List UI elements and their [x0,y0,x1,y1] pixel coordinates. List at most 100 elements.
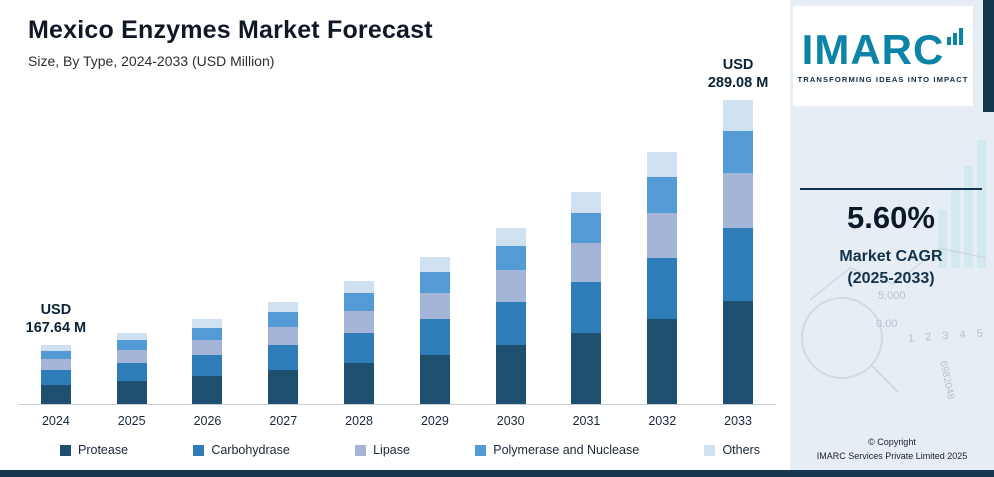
annotation-line: 167.64 M [25,319,87,336]
segment-protease-2032 [647,319,678,405]
legend-item-polymerase-and-nuclease: Polymerase and Nuclease [475,443,639,457]
annotation-line: USD [40,301,72,318]
segment-carbohydrase-2033 [723,228,754,302]
stacked-bar-2025 [116,333,147,405]
segment-protease-2029 [419,354,450,405]
imarc-logo-card: IMARC TRANSFORMING IDEAS INTO IMPACT [793,6,973,106]
legend-label-protease: Protease [78,443,129,457]
copyright-line1: © Copyright [868,437,916,447]
legend-label-others: Others [722,443,760,457]
segment-polymerase-and-nuclease-2029 [419,271,450,293]
segment-others-2027 [268,302,299,313]
x-tick-2025: 2025 [117,414,146,428]
segment-polymerase-and-nuclease-2032 [647,177,678,213]
segment-polymerase-and-nuclease-2025 [116,340,147,351]
segment-lipase-2029 [419,292,450,320]
segment-lipase-2031 [571,243,602,282]
cagr-value: 5.60% [847,200,935,235]
stacked-bar-2031 [571,192,602,405]
segment-others-2029 [419,257,450,272]
segment-polymerase-and-nuclease-2033 [723,130,754,174]
segment-protease-2027 [268,370,299,405]
decor-number: 1 2 3 4 5 [907,327,988,345]
segment-protease-2030 [495,344,526,405]
segment-polymerase-and-nuclease-2028 [344,293,375,311]
segment-lipase-2025 [116,350,147,364]
value-annotation-2033: USD 289.08 M [673,56,803,92]
bar-column-2027: 2027 [245,95,321,428]
bars-container: USD 167.64 M 2024 2025 2026 2027 2028 2029 2030 2… [18,57,776,428]
x-tick-2029: 2029 [420,414,449,428]
legend-swatch-polymerase-and-nuclease [475,444,487,456]
segment-others-2026 [192,319,223,328]
chart-region: Mexico Enzymes Market Forecast Size, By … [18,16,776,457]
segment-polymerase-and-nuclease-2027 [268,312,299,327]
x-tick-2027: 2027 [269,414,298,428]
segment-others-2032 [647,152,678,178]
legend-swatch-others [704,444,716,456]
segment-polymerase-and-nuclease-2024 [40,351,71,360]
x-tick-2030: 2030 [496,414,525,428]
segment-others-2028 [344,281,375,294]
segment-polymerase-and-nuclease-2026 [192,327,223,340]
bar-column-2031: 2031 [549,95,625,428]
decor-number: 0.00 [876,318,898,330]
segment-protease-2033 [723,301,754,405]
legend-label-lipase: Lipase [373,443,410,457]
stacked-bar-2024 [40,345,71,405]
x-axis-line [18,404,776,405]
legend-item-protease: Protease [60,443,128,457]
segment-carbohydrase-2029 [419,319,450,355]
segment-carbohydrase-2032 [647,258,678,319]
x-tick-2032: 2032 [648,414,677,428]
segment-lipase-2026 [192,339,223,356]
x-tick-2031: 2031 [572,414,601,428]
segment-lipase-2033 [723,173,754,229]
copyright-notice: © Copyright IMARC Services Private Limit… [798,436,986,463]
stacked-bar-2032 [647,152,678,405]
x-tick-2024: 2024 [41,414,70,428]
copyright-line2: IMARC Services Private Limited 2025 [816,450,968,461]
chart-legend: Protease Carbohydrase Lipase Polymerase and… [60,443,760,457]
segment-carbohydrase-2030 [495,302,526,345]
legend-swatch-carbohydrase [193,444,205,456]
segment-protease-2024 [40,384,71,405]
chart-subtitle: Size, By Type, 2024-2033 (USD Million) [28,53,275,69]
cagr-period: (2025-2033) [847,270,935,288]
imarc-tagline: TRANSFORMING IDEAS INTO IMPACT [797,74,969,84]
corner-accent [983,0,994,112]
x-tick-2033: 2033 [724,414,752,428]
legend-item-carbohydrase: Carbohydrase [193,443,290,457]
stacked-bar-2028 [344,281,375,405]
legend-label-polymerase-and-nuclease: Polymerase and Nuclease [493,443,640,457]
stacked-bar-2033 [723,100,754,405]
segment-protease-2028 [344,362,375,405]
bar-column-2032: 2032 [624,95,700,428]
stacked-bar-2029 [419,257,450,405]
segment-lipase-2030 [495,270,526,303]
value-annotation-2024: USD 167.64 M [0,301,121,337]
segment-others-2030 [495,228,526,246]
cagr-block: 5.60% Market CAGR (2025-2033) [800,188,982,291]
chart-title: Mexico Enzymes Market Forecast [28,16,433,44]
segment-lipase-2032 [647,212,678,259]
imarc-chart-icon [947,27,964,45]
segment-others-2024 [40,345,71,352]
segment-others-2025 [116,333,147,341]
legend-item-lipase: Lipase [355,443,410,457]
bar-column-2030: 2030 [473,95,549,428]
bar-column-2033: USD 289.08 M 2033 [700,57,776,428]
bottom-accent-bar [0,470,994,477]
segment-carbohydrase-2026 [192,355,223,376]
stacked-bar-2026 [192,319,223,405]
annotation-line: 289.08 M [707,74,769,91]
legend-item-others: Others [704,443,760,457]
segment-lipase-2028 [344,310,375,334]
bar-column-2029: 2029 [397,95,473,428]
segment-protease-2026 [192,375,223,405]
cagr-label: Market CAGR [839,248,943,265]
segment-others-2033 [723,100,754,131]
bar-column-2026: 2026 [170,95,246,428]
legend-label-carbohydrase: Carbohydrase [211,443,290,457]
